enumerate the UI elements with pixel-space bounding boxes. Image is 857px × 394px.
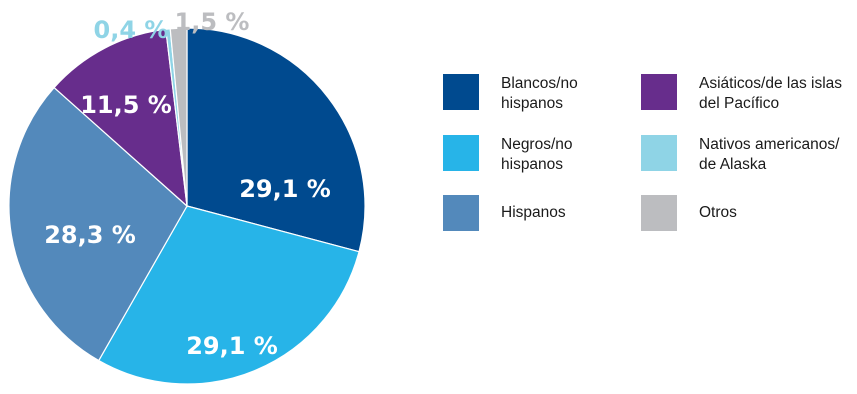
legend-label-asiaticos: Asiáticos/de las islas del Pacífico <box>699 75 843 112</box>
legend-item-negros: Negros/no hispanos <box>443 135 573 175</box>
legend-label-negros: Negros/no hispanos <box>501 136 573 173</box>
slice-label-blancos: 29,1 % <box>239 175 331 203</box>
pie-slice-negros <box>97 205 360 385</box>
pie-slice-otros <box>169 27 188 207</box>
legend-label-hispanos: Hispanos <box>501 204 566 221</box>
legend-item-blancos: Blancos/no hispanos <box>443 74 578 114</box>
legend-swatch-asiaticos <box>641 74 677 110</box>
slice-label-negros: 29,1 % <box>186 332 278 360</box>
legend-swatch-hispanos <box>443 195 479 231</box>
legend-label-nativos: Nativos americanos/ de Alaska <box>699 136 840 173</box>
legend-item-hispanos: Hispanos <box>443 195 566 231</box>
slice-label-nativos: 0,4 % <box>94 16 169 44</box>
pie-slice-asiaticos <box>53 28 188 208</box>
legend-item-asiaticos: Asiáticos/de las islas del Pacífico <box>641 74 842 114</box>
pie-slice-blancos <box>186 27 366 253</box>
slice-label-asiaticos: 11,5 % <box>80 91 172 119</box>
legend-swatch-blancos <box>443 74 479 110</box>
slice-label-otros: 1,5 % <box>175 8 250 36</box>
slice-label-hispanos: 28,3 % <box>44 221 136 249</box>
legend-swatch-nativos <box>641 135 677 171</box>
legend-swatch-otros <box>641 195 677 231</box>
legend-label-otros: Otros <box>699 204 737 221</box>
legend-label-blancos: Blancos/no hispanos <box>501 75 578 112</box>
pie-slice-hispanos <box>8 86 188 362</box>
legend-item-nativos: Nativos americanos/ de Alaska <box>641 135 839 175</box>
legend-item-otros: Otros <box>641 195 737 231</box>
legend-swatch-negros <box>443 135 479 171</box>
legend: Blancos/no hispanos Negros/no hispanos H… <box>443 74 853 244</box>
